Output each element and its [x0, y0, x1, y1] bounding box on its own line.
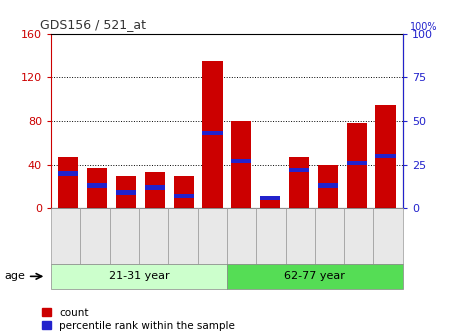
Bar: [231, 121, 251, 208]
Bar: [174, 175, 194, 208]
Bar: [116, 175, 136, 208]
Text: age: age: [5, 271, 25, 281]
Bar: [231, 159, 251, 163]
Bar: [260, 197, 280, 208]
Bar: [289, 168, 309, 172]
Bar: [260, 196, 280, 200]
Bar: [289, 157, 309, 208]
Bar: [174, 194, 194, 198]
Text: GDS156 / 521_at: GDS156 / 521_at: [40, 18, 146, 31]
Legend: count, percentile rank within the sample: count, percentile rank within the sample: [42, 308, 235, 331]
Text: 100%: 100%: [410, 22, 438, 32]
Bar: [87, 168, 107, 208]
Bar: [58, 171, 78, 175]
Bar: [318, 165, 338, 208]
Bar: [202, 61, 223, 208]
Text: 62-77 year: 62-77 year: [284, 271, 345, 281]
Bar: [347, 161, 367, 165]
Bar: [375, 154, 395, 158]
Bar: [347, 123, 367, 208]
Text: 21-31 year: 21-31 year: [109, 271, 169, 281]
Bar: [318, 183, 338, 188]
Bar: [202, 131, 223, 135]
Bar: [144, 172, 165, 208]
Bar: [87, 183, 107, 188]
Bar: [375, 104, 395, 208]
Bar: [116, 191, 136, 195]
Bar: [58, 157, 78, 208]
Bar: [144, 185, 165, 190]
